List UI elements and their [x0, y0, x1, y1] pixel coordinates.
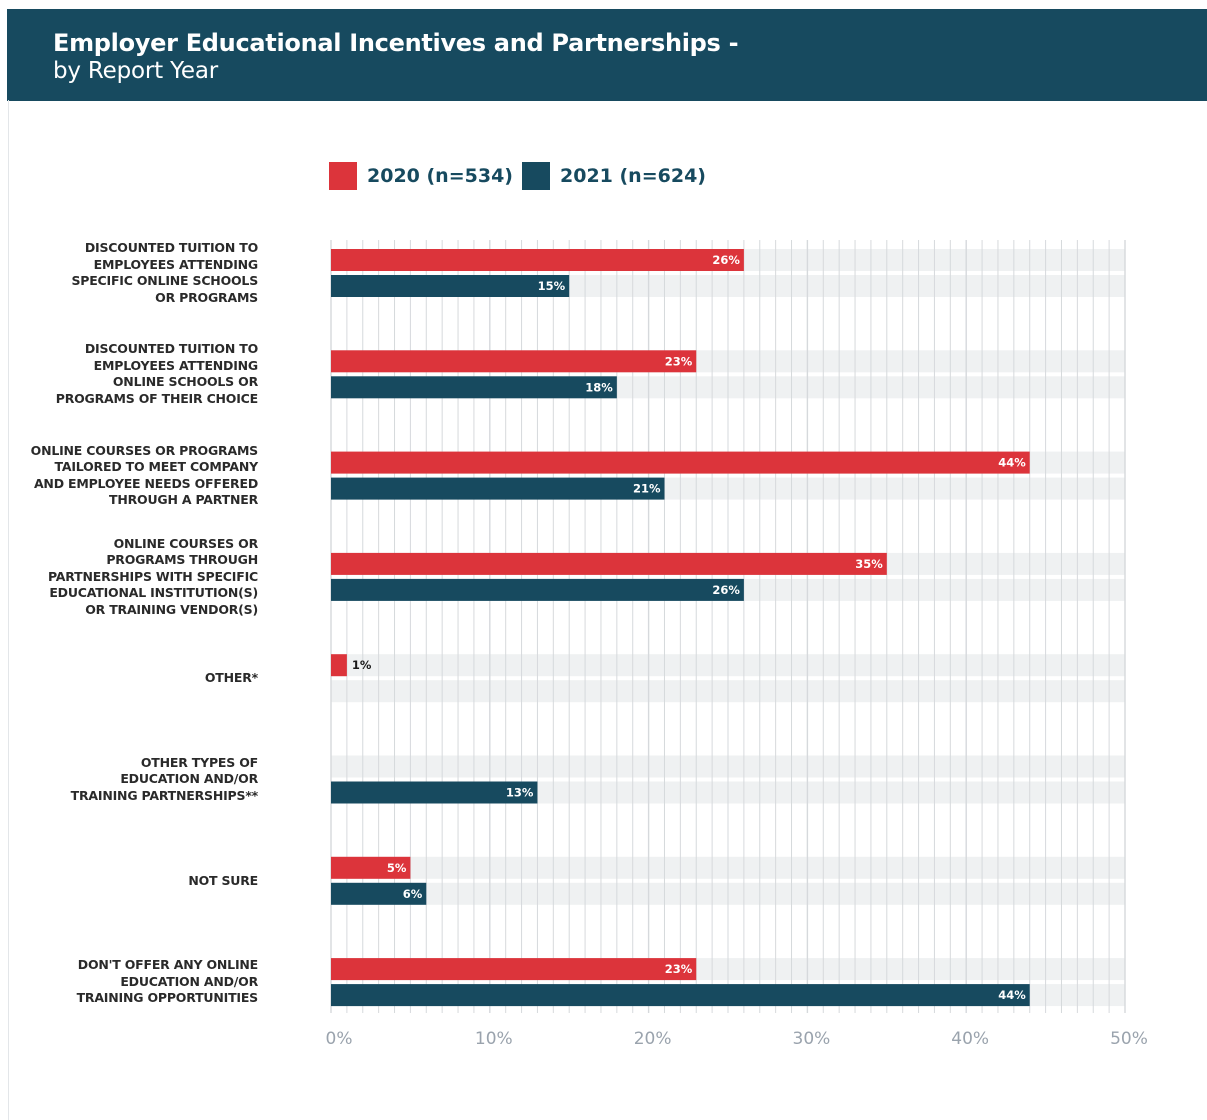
data-label: 18% — [585, 380, 613, 394]
category-label-line: EMPLOYEES ATTENDING — [93, 256, 259, 272]
bar-2020 — [331, 654, 347, 677]
category-label-line: TRAINING OPPORTUNITIES — [76, 990, 259, 1006]
x-tick-label: 10% — [475, 1029, 513, 1049]
category-label-line: EDUCATION AND/OR — [120, 771, 258, 787]
category-label-line: ONLINE SCHOOLS OR — [112, 374, 258, 390]
category-label-line: DISCOUNTED TUITION TO — [84, 240, 258, 255]
category-label: OTHER TYPES OF EDUCATION AND/OR TRAINING P… — [20, 754, 259, 805]
bar-2021 — [331, 477, 665, 500]
category-label-line: TRAINING PARTNERSHIPS** — [70, 787, 259, 803]
category-label-line: DISCOUNTED TUITION TO — [84, 341, 258, 357]
category-label-line: PROGRAMS OF THEIR CHOICE — [55, 390, 258, 406]
data-label: 15% — [538, 279, 566, 293]
bar-2021 — [331, 376, 617, 399]
data-label: 44% — [998, 456, 1026, 470]
category-label-line: ONLINE COURSES OR — [113, 535, 259, 551]
category-label-line: AND EMPLOYEE NEEDS OFFERED — [33, 475, 258, 491]
data-label: 21% — [633, 482, 661, 496]
bar-2020 — [331, 249, 744, 271]
category-label-line: SPECIFIC ONLINE SCHOOLS — [71, 273, 258, 288]
category-label-line: PARTNERSHIPS WITH SPECIFIC — [47, 568, 258, 584]
bar-2021 — [331, 781, 538, 804]
category-label: NOT SURE — [20, 873, 258, 890]
category-label: ONLINE COURSES OR PROGRAMS THROUGH PARTNER… — [20, 536, 258, 619]
legend-label-2021: 2021 (n=624) — [560, 165, 706, 187]
legend-swatch-2021 — [522, 162, 550, 190]
bar-2020 — [331, 552, 887, 575]
category-label-line: OR PROGRAMS — [155, 289, 258, 305]
bar-2021 — [331, 275, 570, 297]
data-label: 6% — [403, 887, 423, 901]
x-tick-label: 30% — [793, 1029, 831, 1049]
category-label-line: DON'T OFFER ANY ONLINE — [77, 957, 258, 973]
bar-2020 — [331, 451, 1030, 474]
bar-2021 — [331, 984, 1030, 1007]
data-label: 26% — [712, 253, 740, 267]
data-label: 13% — [506, 786, 534, 800]
x-tick-label: 20% — [634, 1029, 672, 1049]
chart-title: Employer Educational Incentives and Part… — [53, 29, 739, 57]
data-label: 1% — [352, 658, 372, 672]
data-label: 23% — [665, 962, 693, 976]
bar-2020 — [331, 958, 697, 981]
data-label: 44% — [998, 988, 1026, 1002]
category-label-line: TAILORED TO MEET COMPANY — [54, 459, 259, 475]
category-label: OTHER* — [20, 670, 258, 687]
data-label: 5% — [387, 861, 407, 875]
data-label: 35% — [855, 557, 883, 571]
chart-subtitle: by Report Year — [53, 58, 218, 84]
x-tick-label: 40% — [951, 1029, 989, 1049]
bar-2020 — [331, 350, 697, 373]
data-label: 23% — [665, 354, 693, 368]
category-label-line: THROUGH A PARTNER — [109, 492, 258, 508]
legend-swatch-2020 — [329, 162, 357, 190]
category-label-line: OTHER TYPES OF — [140, 754, 258, 770]
category-label-line: EDUCATIONAL INSTITUTION(S) — [49, 585, 258, 601]
category-label-line: EMPLOYEES ATTENDING — [93, 357, 259, 373]
frame-border — [8, 100, 9, 1120]
category-label-line: EDUCATION AND/OR — [120, 973, 258, 989]
category-label: ONLINE COURSES OR PROGRAMS TAILORED TO ME… — [20, 442, 259, 509]
bar-2020 — [331, 856, 411, 879]
category-label-line: OTHER* — [204, 669, 258, 685]
category-label-line: PROGRAMS THROUGH — [106, 552, 258, 568]
legend-label-2020: 2020 (n=534) — [367, 165, 513, 187]
x-tick-label: 0% — [326, 1029, 353, 1049]
category-label: DISCOUNTED TUITION TO EMPLOYEES ATTENDING… — [20, 341, 258, 407]
category-label: DON'T OFFER ANY ONLINE EDUCATION AND/OR TR… — [20, 957, 259, 1007]
category-label-line: NOT SURE — [188, 872, 258, 888]
bar-2021 — [331, 578, 744, 601]
category-label-line: ONLINE COURSES OR PROGRAMS — [30, 442, 259, 458]
data-label: 26% — [712, 583, 740, 597]
category-label: DISCOUNTED TUITION TO EMPLOYEES ATTENDING… — [20, 240, 258, 306]
bar-2021 — [331, 882, 427, 905]
chart-header: Employer Educational Incentives and Part… — [7, 9, 1207, 101]
category-label-line: OR TRAINING VENDOR(S) — [85, 601, 258, 617]
x-tick-label: 50% — [1110, 1029, 1148, 1049]
